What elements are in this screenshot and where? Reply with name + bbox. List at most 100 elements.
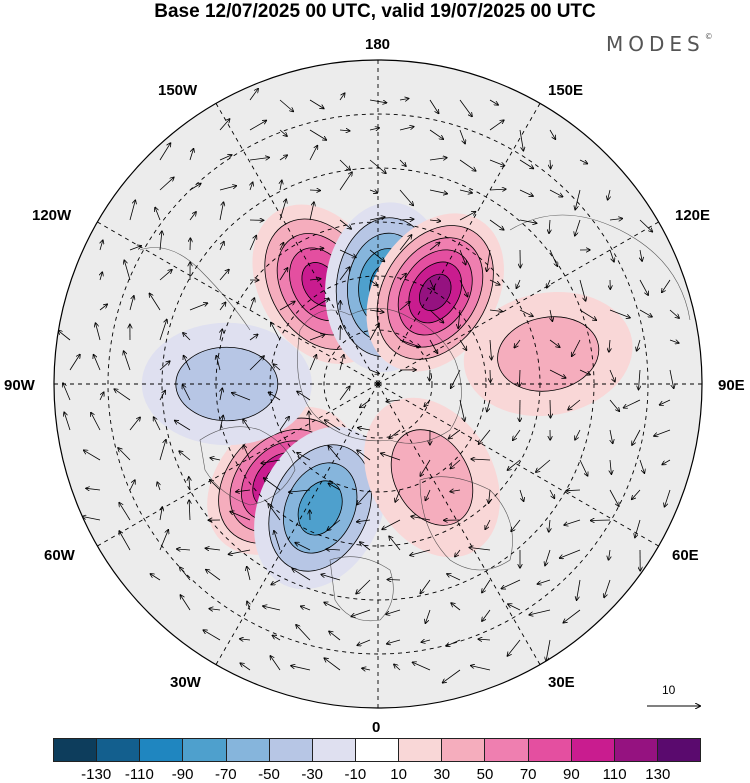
colorbar-cell — [97, 739, 141, 761]
wind-arrow — [421, 640, 431, 642]
wind-arrow — [399, 99, 409, 101]
wind-arrow — [309, 279, 321, 280]
wind-arrow — [450, 490, 461, 492]
colorbar-tick-label: 90 — [563, 766, 580, 783]
map-boundary — [53, 59, 703, 709]
wind-arrow — [159, 361, 170, 371]
wind-arrow — [624, 399, 641, 408]
wind-arrow — [357, 489, 371, 505]
colorbar-tick-label: 70 — [519, 766, 537, 783]
wind-arrow — [389, 429, 401, 438]
wind-arrow — [160, 231, 162, 251]
wind-arrow — [471, 459, 491, 460]
lon-label-120e: 120E — [675, 207, 711, 224]
wind-arrow — [459, 339, 467, 350]
wind-arrow — [219, 270, 229, 281]
wind-arrow — [63, 383, 71, 401]
wind-arrow — [328, 446, 341, 461]
wind-arrow — [119, 503, 131, 521]
wind-arrow — [632, 489, 641, 499]
wind-arrow — [69, 355, 80, 371]
lon-label-150w: 150W — [158, 82, 198, 99]
wind-arrow — [219, 186, 236, 191]
wind-arrow — [550, 309, 552, 321]
wind-arrow — [399, 219, 414, 220]
lon-label-90w: 90W — [4, 377, 35, 394]
wind-arrow — [357, 450, 371, 461]
anomaly-contour — [298, 480, 343, 536]
wind-arrow — [546, 639, 551, 661]
wind-arrow — [159, 143, 171, 161]
wind-arrow — [575, 219, 581, 236]
wind-arrow — [447, 574, 461, 581]
wind-arrow — [529, 609, 551, 615]
wind-arrow — [369, 249, 385, 261]
wind-arrow — [159, 320, 167, 341]
wind-arrow — [274, 531, 281, 551]
wind-arrow — [182, 385, 191, 401]
wind-arrow — [537, 579, 551, 584]
wind-arrow — [219, 202, 224, 221]
wind-arrow — [420, 579, 431, 594]
lon-label-150e: 150E — [548, 82, 584, 99]
wind-arrow — [230, 512, 251, 521]
wind-arrow — [249, 356, 264, 371]
meridian-line — [377, 103, 541, 385]
wind-arrow — [339, 219, 351, 229]
wind-arrow — [326, 549, 341, 550]
wind-arrow — [662, 459, 671, 465]
wind-arrow — [100, 272, 102, 281]
wind-arrow — [609, 489, 619, 506]
wind-arrow — [118, 448, 131, 461]
wind-arrow — [410, 549, 431, 555]
colorbar — [53, 738, 701, 762]
wind-arrow — [511, 519, 521, 531]
wind-arrow — [591, 520, 611, 521]
colorbar-tick-label: -30 — [301, 766, 324, 783]
wind-arrow — [489, 279, 500, 285]
wind-arrow — [549, 189, 563, 197]
wind-arrow — [119, 531, 131, 551]
wind-arrow — [358, 428, 371, 430]
wind-arrow — [339, 93, 345, 101]
wind-arrow — [58, 331, 71, 341]
wind-arrow — [566, 490, 581, 491]
wind-arrow — [220, 388, 222, 401]
wind-arrow — [292, 569, 311, 581]
wind-arrow — [99, 392, 104, 401]
wind-arrow — [64, 412, 71, 431]
wind-arrow — [563, 609, 581, 623]
wind-arrow — [386, 400, 401, 402]
wind-arrow — [639, 279, 648, 295]
wind-arrow — [451, 603, 461, 611]
wind-arrow — [339, 249, 356, 257]
wind-arrow — [387, 580, 401, 581]
lon-label-120w: 120W — [32, 207, 72, 224]
wind-arrow — [249, 298, 254, 311]
wind-arrow — [425, 609, 431, 623]
wind-arrow — [459, 249, 466, 265]
colorbar-cell — [485, 739, 529, 761]
wind-arrow — [280, 243, 284, 251]
wind-arrow — [369, 190, 378, 193]
wind-arrow — [549, 219, 550, 233]
wind-arrow — [369, 310, 384, 312]
wind-arrow — [279, 302, 295, 311]
wind-arrow — [609, 249, 614, 262]
wind-arrow — [189, 212, 196, 221]
colorbar-cell — [312, 739, 356, 761]
wind-arrow — [219, 242, 224, 251]
wind-arrow — [399, 159, 406, 166]
meridian-line — [377, 383, 541, 665]
colorbar-cell — [183, 739, 227, 761]
wind-arrow — [351, 609, 371, 617]
wind-arrow — [508, 459, 521, 470]
wind-arrow — [180, 595, 191, 611]
wind-arrow — [309, 248, 324, 250]
wind-arrow — [639, 369, 641, 390]
anomaly-contour — [497, 316, 599, 392]
wind-arrow — [369, 279, 377, 286]
wind-arrow — [177, 549, 191, 550]
wind-arrow — [604, 579, 611, 597]
wind-arrow — [339, 355, 344, 371]
